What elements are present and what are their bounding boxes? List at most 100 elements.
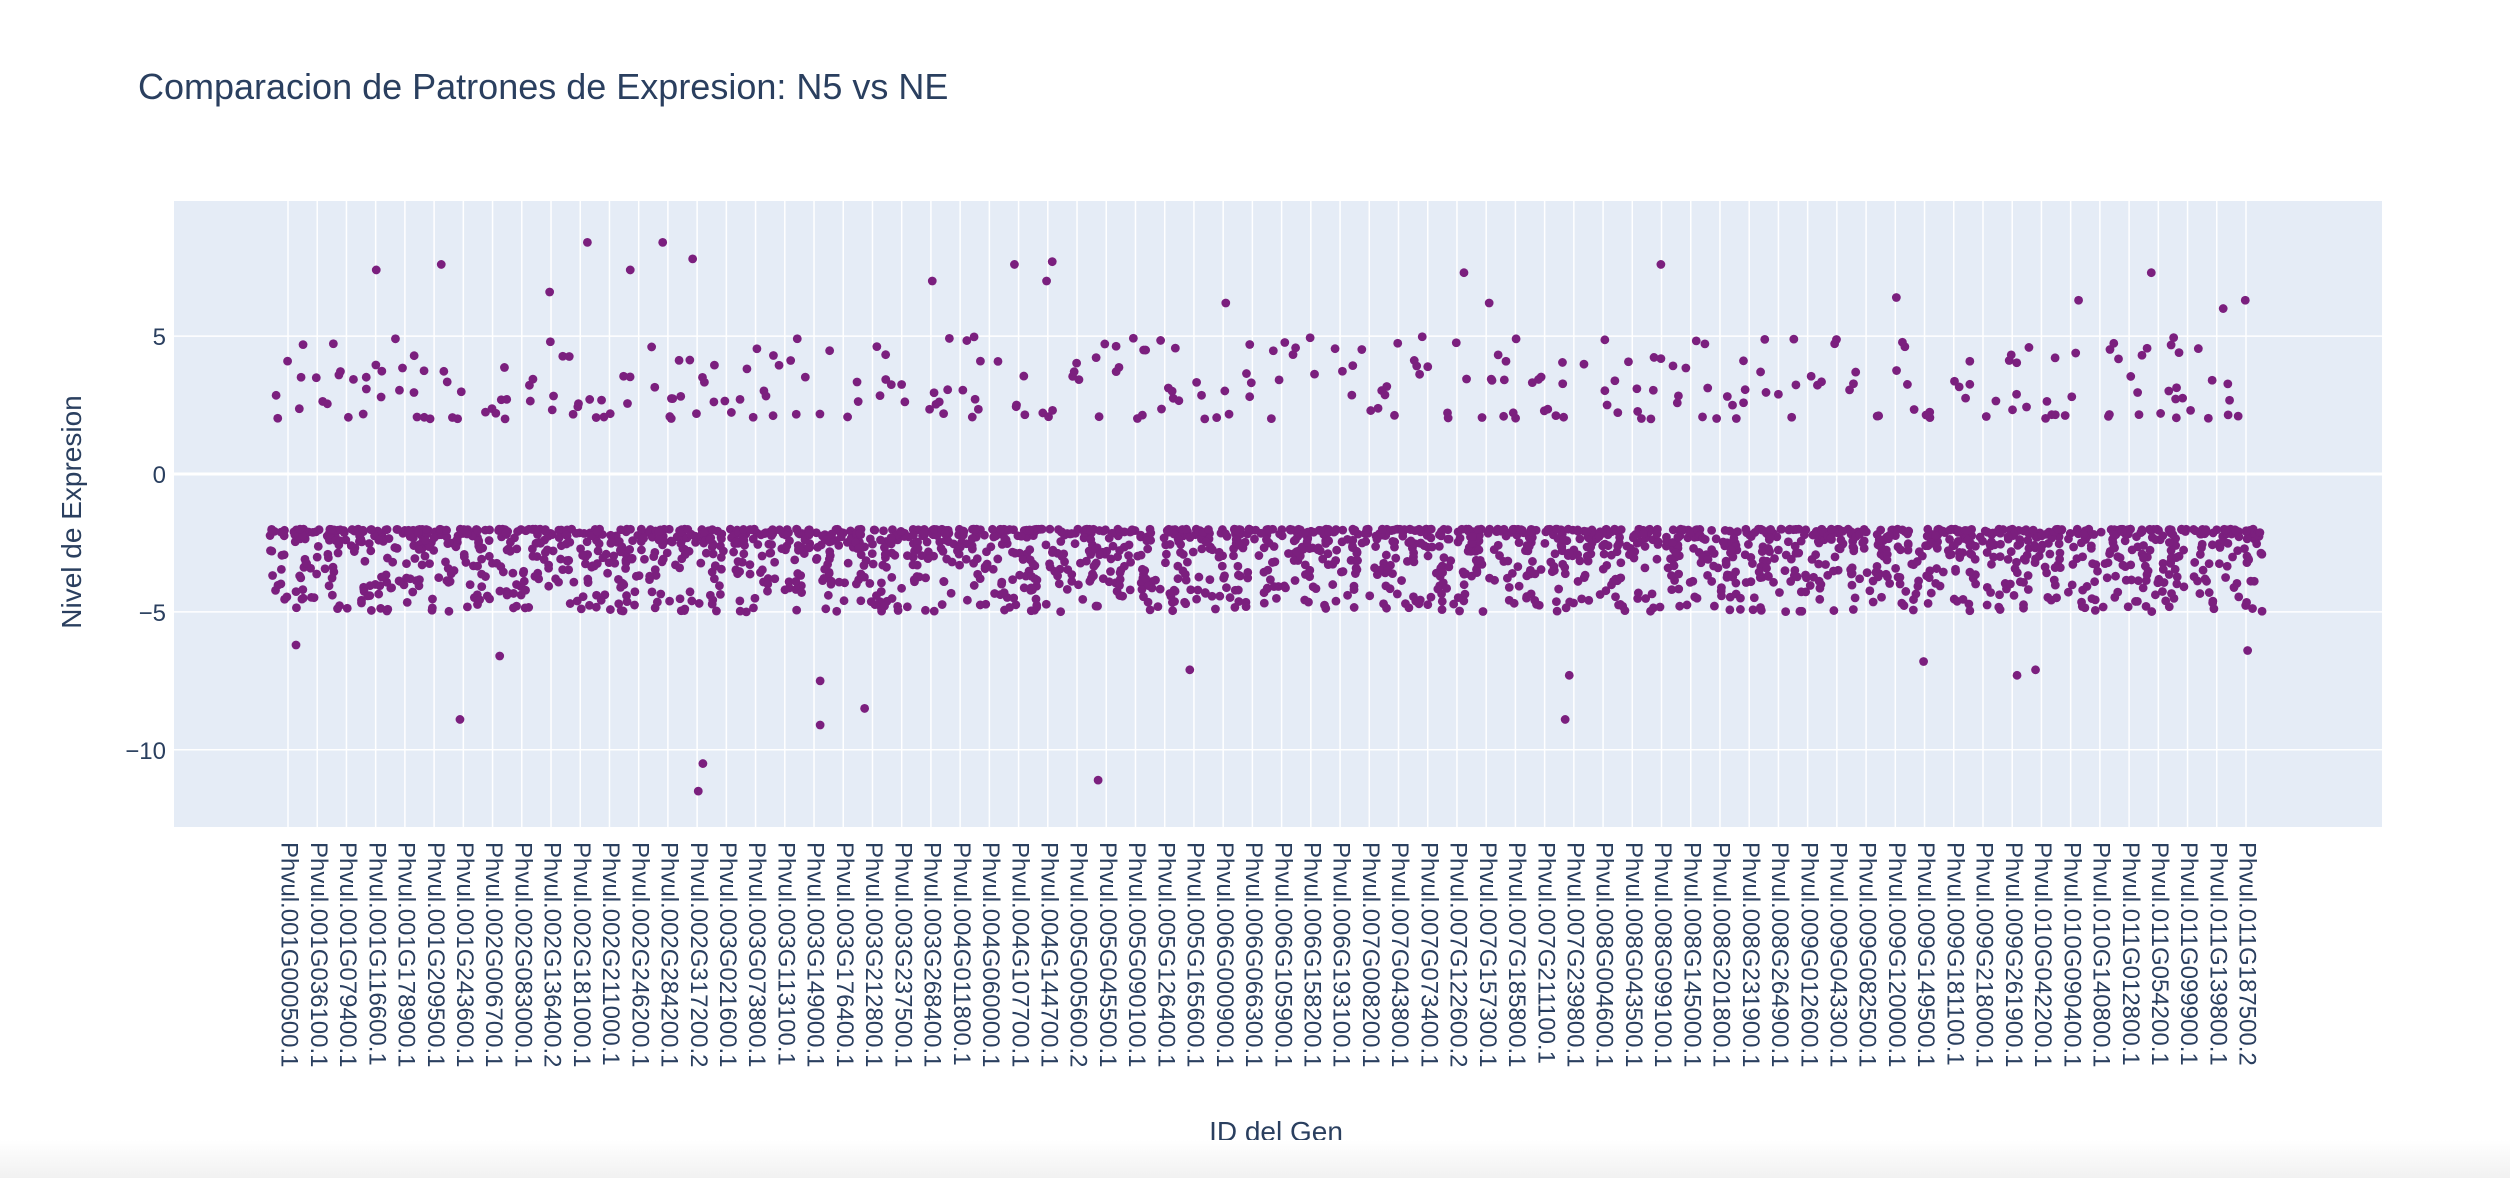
data-point xyxy=(1499,375,1509,385)
data-point xyxy=(1648,385,1658,395)
data-point xyxy=(1811,550,1821,560)
data-point xyxy=(1181,575,1191,585)
x-tick-label: Phvul.009G043300.1 xyxy=(1825,842,1852,1068)
data-point xyxy=(1280,338,1290,347)
data-point xyxy=(1161,549,1171,559)
data-point xyxy=(941,535,951,545)
data-point xyxy=(1534,600,1544,610)
data-point xyxy=(1530,569,1540,579)
data-point xyxy=(875,391,885,401)
x-tick-label: Phvul.008G201800.1 xyxy=(1708,842,1735,1068)
data-point xyxy=(2145,545,2155,555)
data-point xyxy=(565,599,575,608)
data-point xyxy=(1388,525,1398,535)
data-point xyxy=(1897,598,1907,608)
data-point xyxy=(427,603,437,613)
data-point xyxy=(294,404,304,414)
data-point xyxy=(2179,582,2189,592)
data-point xyxy=(824,554,834,564)
data-point xyxy=(716,590,725,599)
data-point xyxy=(665,596,674,606)
data-point xyxy=(1547,567,1557,577)
data-point xyxy=(395,385,404,395)
data-point xyxy=(1291,343,1301,353)
data-point xyxy=(1467,532,1477,541)
data-point xyxy=(1967,550,1977,559)
data-point xyxy=(1721,556,1731,566)
data-point xyxy=(616,547,626,557)
data-point xyxy=(649,552,659,562)
data-point xyxy=(1805,581,1815,590)
data-point xyxy=(374,535,384,545)
data-point xyxy=(793,569,803,578)
data-point xyxy=(428,594,437,604)
data-point xyxy=(2050,410,2060,420)
data-point xyxy=(650,565,660,575)
data-point xyxy=(410,554,420,563)
data-point xyxy=(955,560,964,570)
data-point xyxy=(343,412,353,422)
x-tick-label: Phvul.002G136400.2 xyxy=(539,842,566,1068)
data-point xyxy=(1965,567,1975,577)
data-point xyxy=(2172,579,2182,589)
data-point xyxy=(1563,524,1573,534)
data-point xyxy=(1045,562,1055,572)
data-point xyxy=(2133,388,2143,397)
data-point xyxy=(1667,585,1677,595)
data-point xyxy=(292,603,301,613)
data-point xyxy=(1703,383,1713,393)
data-point-outlier xyxy=(625,265,635,275)
data-point xyxy=(1982,600,1992,610)
data-point xyxy=(1551,597,1561,607)
data-point xyxy=(650,382,660,392)
data-point xyxy=(1467,538,1477,548)
data-point xyxy=(591,602,601,612)
data-point xyxy=(745,569,755,579)
data-point xyxy=(1088,569,1097,579)
data-point xyxy=(739,525,748,534)
data-point xyxy=(929,388,939,398)
data-point xyxy=(1141,574,1151,584)
data-point xyxy=(603,568,612,578)
x-tick-label: Phvul.009G012600.1 xyxy=(1795,842,1822,1068)
data-point xyxy=(282,592,292,602)
data-point xyxy=(1256,528,1266,538)
data-point xyxy=(976,356,985,366)
data-point xyxy=(867,549,877,559)
data-point xyxy=(676,539,686,549)
data-point xyxy=(2079,529,2089,539)
data-point xyxy=(947,557,957,567)
data-point xyxy=(1949,541,1959,550)
data-point xyxy=(2050,580,2060,590)
data-point xyxy=(409,351,419,361)
data-point xyxy=(647,342,657,352)
data-point xyxy=(1108,541,1118,551)
data-point xyxy=(870,600,880,610)
data-point xyxy=(342,603,352,613)
data-point xyxy=(425,559,434,569)
data-point-outlier xyxy=(2146,268,2156,278)
data-point xyxy=(554,577,563,587)
data-point xyxy=(1903,545,1913,555)
data-point xyxy=(1668,525,1678,535)
data-point xyxy=(2050,353,2060,363)
data-point xyxy=(970,394,980,404)
data-point xyxy=(1284,549,1293,558)
x-tick-label: Phvul.002G211000.1 xyxy=(597,842,624,1066)
data-point xyxy=(1633,407,1643,416)
data-point-outlier xyxy=(1919,657,1928,666)
data-point xyxy=(872,591,881,601)
data-point xyxy=(1795,606,1805,616)
data-point xyxy=(1922,571,1932,581)
data-point xyxy=(1353,556,1362,565)
data-point xyxy=(709,397,719,407)
data-point xyxy=(1352,565,1362,575)
data-point xyxy=(1423,600,1433,610)
data-point xyxy=(2063,587,2073,597)
data-point xyxy=(2068,560,2078,569)
x-tick-label: Phvul.006G158200.1 xyxy=(1298,842,1325,1068)
data-point xyxy=(1666,571,1676,580)
data-point xyxy=(1691,336,1701,346)
data-point xyxy=(2030,558,2040,568)
data-point xyxy=(1987,559,1996,569)
